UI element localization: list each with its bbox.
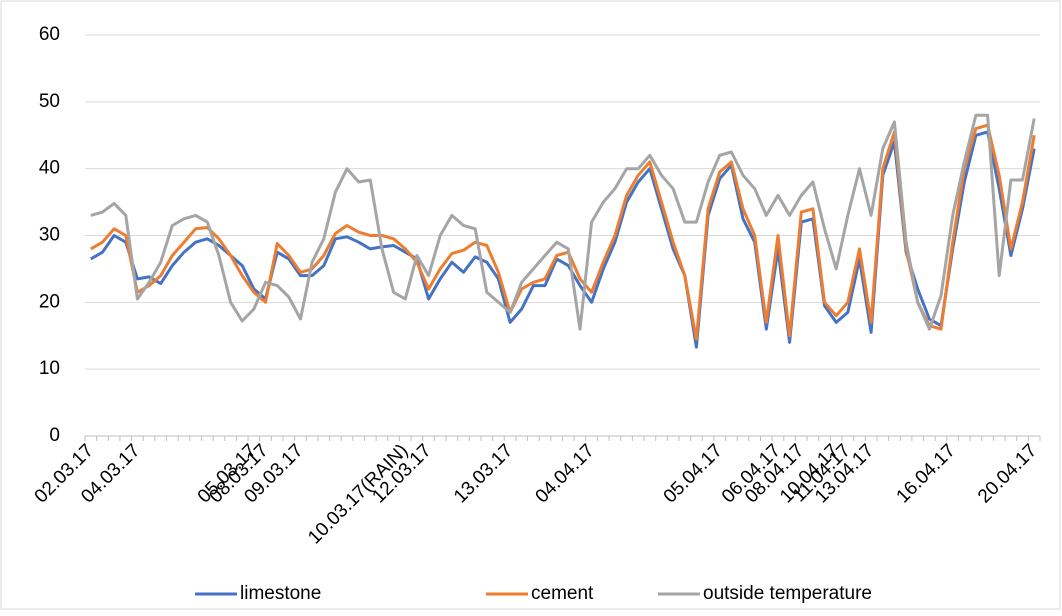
y-tick-label: 60 [39,24,60,45]
y-tick-label: 40 [39,158,60,179]
series-line [90,113,1036,331]
y-tick-label: 0 [49,425,60,446]
y-tick-label: 50 [39,91,60,112]
series-line [90,123,1036,341]
legend-label: cement [531,583,594,604]
y-tick-label: 10 [39,358,60,379]
legend-label: limestone [240,583,321,604]
y-tick-label: 30 [39,225,60,246]
legend-label: outside temperature [703,583,872,604]
y-tick-label: 20 [39,291,60,312]
